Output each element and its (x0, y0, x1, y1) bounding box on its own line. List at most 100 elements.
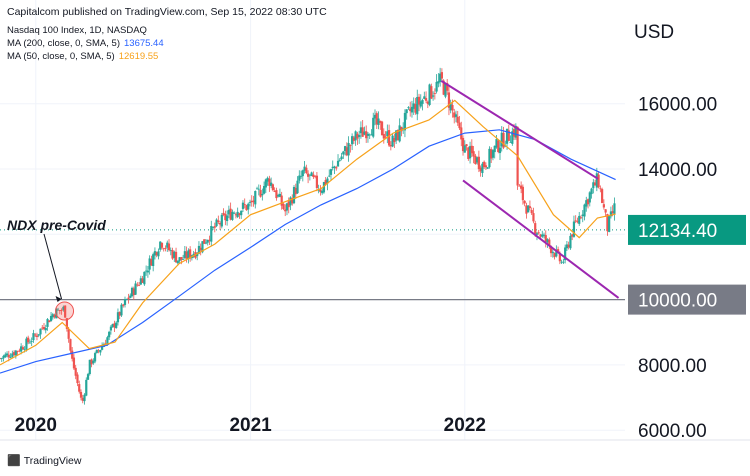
legend-ma50[interactable]: MA (50, close, 0, SMA, 5) 12619.55 (7, 51, 158, 62)
candles-layer (0, 67, 616, 405)
candle-body (319, 189, 322, 193)
candle-body (437, 81, 440, 84)
candle-body (255, 188, 259, 190)
candle-body (556, 249, 560, 252)
candle-body (481, 163, 484, 174)
candle-body (213, 226, 216, 228)
candle-body (361, 127, 364, 137)
candle-body (578, 215, 581, 224)
candle-body (108, 331, 111, 338)
candle-body (604, 209, 607, 213)
candle-body (101, 346, 104, 350)
candle-body (289, 197, 292, 206)
candle-body (16, 350, 19, 352)
candle-body (579, 217, 583, 219)
candle-body (477, 156, 480, 170)
candle-body (329, 169, 333, 175)
candle-body (282, 203, 285, 209)
candle-body (88, 359, 91, 375)
candle-body (486, 167, 489, 169)
candle-body (226, 215, 229, 222)
ma200-label: MA (200, close, 0, SMA, 5) (7, 38, 120, 49)
candle-body (174, 251, 178, 263)
candle-body (270, 182, 273, 186)
candle-body (558, 252, 561, 262)
candle-body (23, 348, 26, 350)
candle-body (326, 178, 329, 184)
candle-body (210, 226, 213, 242)
candle-body (409, 108, 412, 112)
y-tick-label: 6000.00 (638, 421, 707, 442)
candle-body (243, 204, 246, 206)
x-axis[interactable]: 2020 2021 2022 (0, 415, 750, 441)
candle-body (143, 271, 146, 285)
candle-body (178, 257, 181, 262)
candle-body (472, 151, 475, 157)
footer[interactable]: ⬛ TradingView (7, 454, 81, 468)
candle-body (601, 189, 604, 204)
candle-body (90, 359, 93, 365)
candle-body (197, 245, 201, 254)
candle-body (51, 314, 54, 318)
candle-body (352, 137, 355, 141)
candle-body (528, 206, 532, 209)
candle-body (262, 185, 266, 194)
candle-body (342, 151, 345, 155)
candle-body (440, 72, 444, 79)
candle-body (224, 214, 227, 221)
candle-body (85, 379, 88, 396)
candle-body (79, 391, 83, 398)
candle-body (109, 326, 113, 331)
candle-body (67, 329, 70, 339)
candle-body (520, 185, 523, 189)
candle-body (11, 353, 14, 357)
candle-body (502, 132, 505, 148)
candle-body (20, 346, 23, 352)
candle-body (120, 304, 123, 316)
candle-body (407, 107, 410, 109)
candle-body (542, 234, 546, 236)
candle-body (296, 180, 299, 194)
candle-body (314, 175, 317, 177)
candle-body (393, 138, 396, 143)
candle-body (379, 120, 382, 123)
candle-body (581, 214, 584, 216)
candle-body (453, 112, 456, 118)
candle-body (278, 193, 282, 197)
candle-body (366, 133, 370, 136)
candle-body (176, 260, 179, 264)
candle-body (93, 353, 97, 362)
legend-ma200[interactable]: MA (200, close, 0, SMA, 5) 13675.44 (7, 38, 164, 49)
x-tick-label: 2022 (444, 415, 486, 436)
candle-body (92, 360, 95, 364)
annotation-arrow (43, 233, 63, 300)
tradingview-logo-icon: ⬛ (7, 455, 21, 467)
candle-body (71, 350, 74, 359)
candle-body (497, 140, 500, 152)
candle-body (444, 83, 447, 97)
candle-body (9, 357, 12, 358)
candle-body (572, 221, 576, 237)
candle-body (562, 261, 565, 263)
candle-body (247, 203, 250, 210)
candle-body (46, 319, 49, 327)
candle-body (35, 335, 39, 337)
candle-body (292, 186, 296, 204)
candle-body (451, 105, 454, 111)
candle-body (238, 213, 241, 216)
candle-body (590, 188, 593, 195)
y-axis[interactable]: 6000.00 8000.00 14000.00 16000.00 10000.00 12… (628, 95, 746, 442)
candle-body (203, 239, 206, 244)
y-tick-label: 14000.00 (638, 160, 717, 181)
candle-body (308, 174, 311, 176)
candle-body (171, 250, 174, 259)
candle-body (527, 205, 530, 213)
ma50-label: MA (50, close, 0, SMA, 5) (7, 51, 115, 62)
candle-body (544, 235, 547, 242)
candle-body (4, 354, 7, 358)
candle-body (384, 136, 387, 138)
candle-body (534, 223, 537, 234)
candle-body (211, 227, 215, 228)
